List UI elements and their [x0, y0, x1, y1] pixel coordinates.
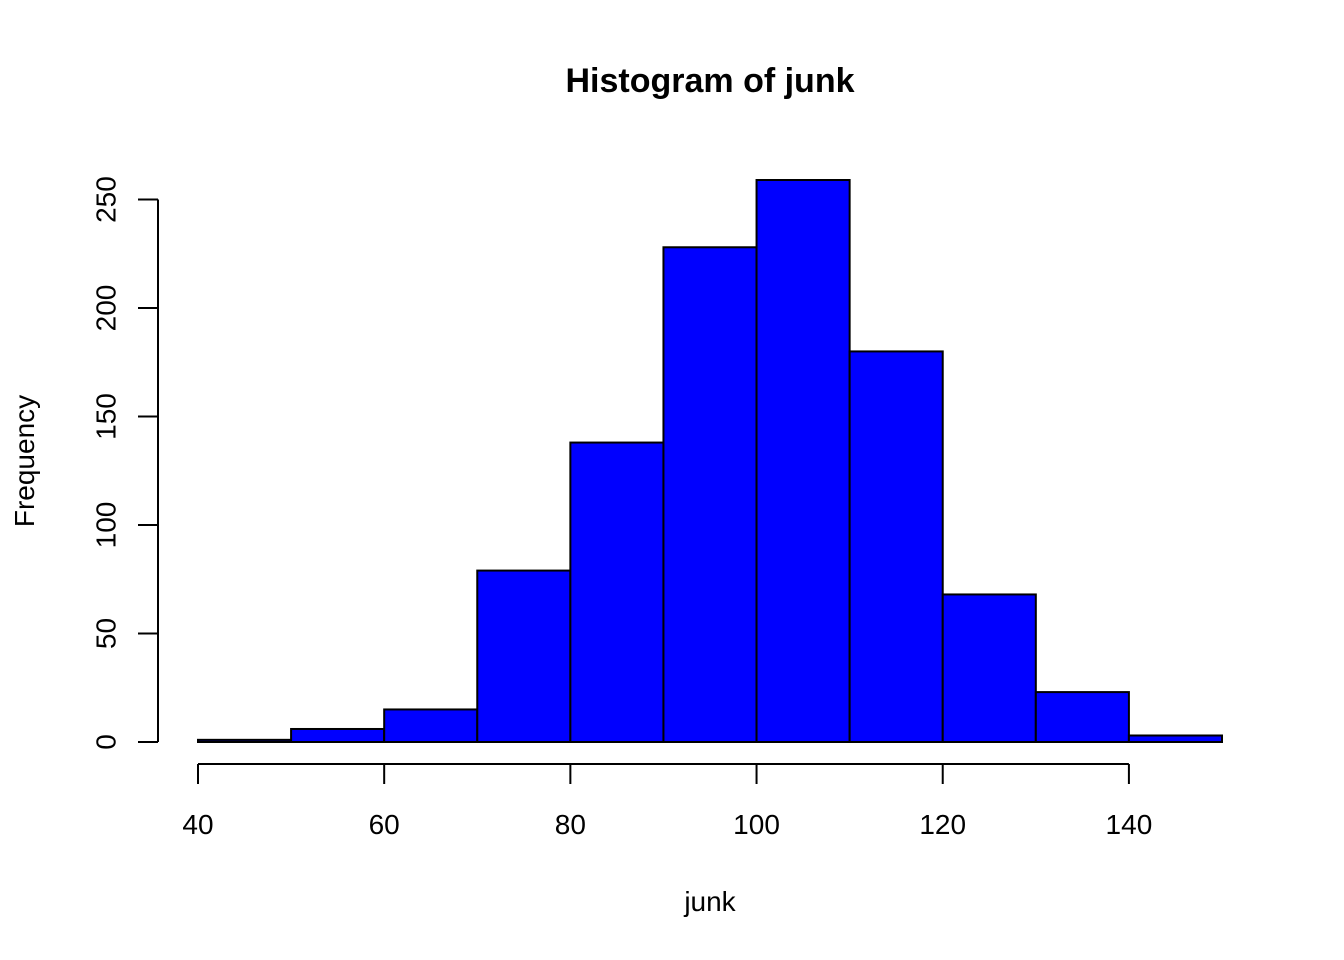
- x-tick-label: 60: [369, 809, 400, 840]
- x-tick-label: 80: [555, 809, 586, 840]
- bars-group: [197, 179, 1223, 744]
- y-tick-label: 200: [90, 285, 121, 332]
- histogram-bar-120-130: [941, 593, 1037, 743]
- x-tick-label: 120: [919, 809, 966, 840]
- histogram-bar-140-150: [1127, 734, 1223, 744]
- histogram-bar-50-60: [290, 727, 386, 744]
- histogram-bar-100-110: [755, 179, 851, 743]
- histogram-bar-130-140: [1034, 691, 1130, 743]
- chart-title: Histogram of junk: [565, 62, 854, 100]
- x-tick-label: 140: [1106, 809, 1153, 840]
- y-tick-label: 150: [90, 393, 121, 440]
- histogram-bar-60-70: [383, 708, 479, 743]
- x-axis: 40 60 80 100 120 140: [182, 763, 1153, 840]
- histogram-bar-90-100: [662, 246, 758, 743]
- x-tick-label: 100: [733, 809, 780, 840]
- x-axis-label: junk: [683, 886, 736, 917]
- y-tick-label: 50: [90, 618, 121, 649]
- histogram-bar-110-120: [848, 350, 944, 743]
- y-axis: 0 50 100 150 200 250: [90, 176, 159, 750]
- histogram-bar-70-80: [476, 569, 572, 744]
- y-tick-label: 250: [90, 176, 121, 223]
- y-tick-label: 0: [90, 734, 121, 750]
- y-tick-label: 100: [90, 502, 121, 549]
- histogram-bar-80-90: [569, 441, 665, 743]
- y-axis-label: Frequency: [9, 395, 40, 527]
- histogram-bar-40-50: [197, 738, 293, 744]
- x-tick-label: 40: [182, 809, 213, 840]
